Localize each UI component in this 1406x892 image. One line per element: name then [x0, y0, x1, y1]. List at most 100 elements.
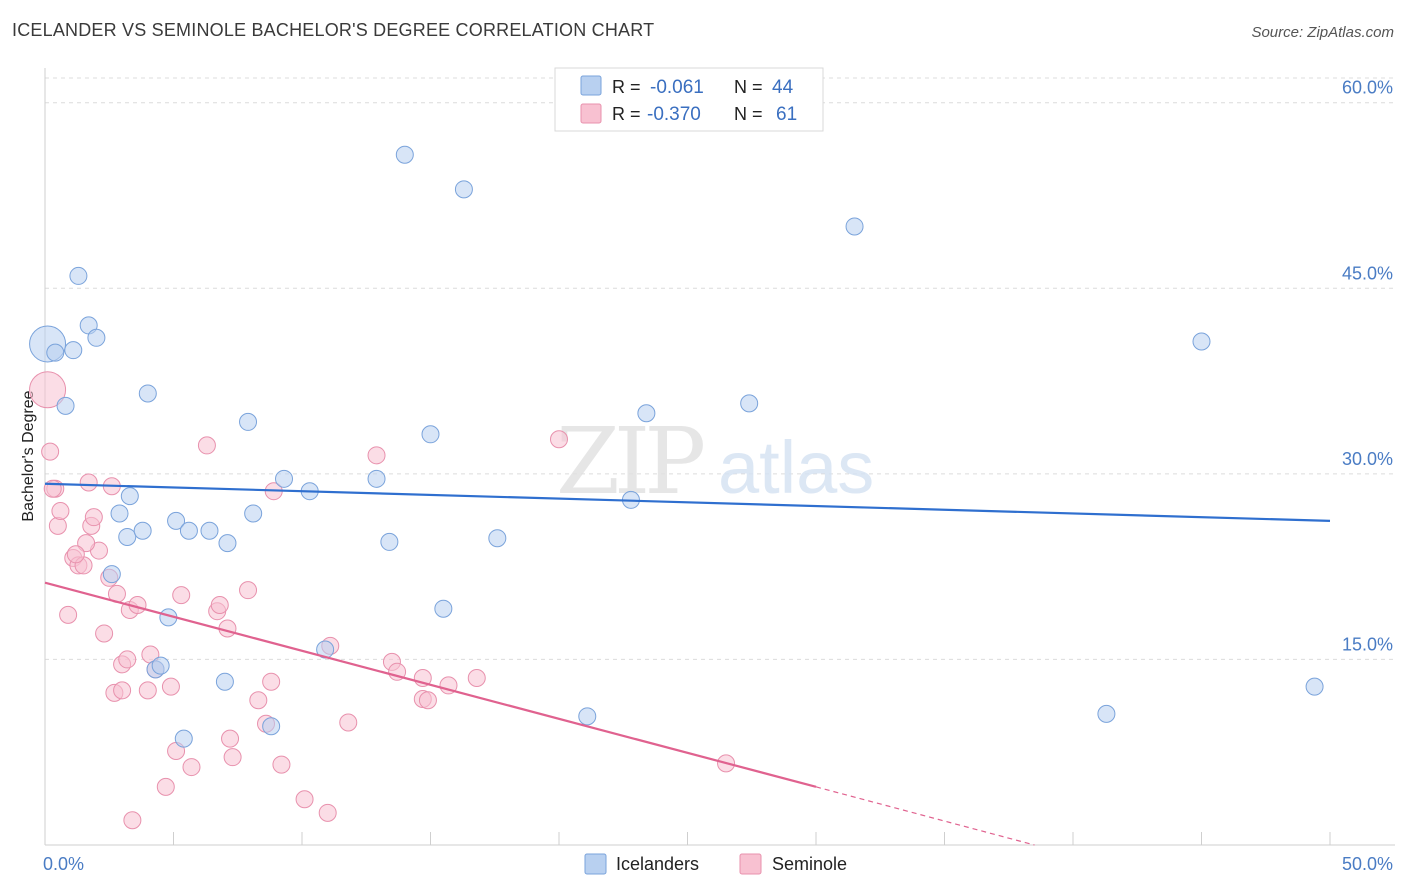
bottom-legend-swatch-seminole[interactable]: [739, 853, 762, 875]
icelanders-point[interactable]: [262, 717, 281, 736]
seminole-point[interactable]: [367, 446, 386, 465]
seminole-point[interactable]: [51, 501, 70, 520]
icelanders-point[interactable]: [120, 487, 139, 506]
icelanders-point[interactable]: [845, 217, 864, 236]
icelanders-point[interactable]: [200, 521, 219, 540]
icelanders-point[interactable]: [239, 412, 258, 431]
seminole-point[interactable]: [221, 729, 240, 748]
x-ticks: 0.0% 50.0%: [43, 832, 1393, 874]
icelanders-point[interactable]: [367, 469, 386, 488]
icelanders-point[interactable]: [56, 396, 75, 415]
grid-lines: [45, 77, 1395, 660]
icelanders-point[interactable]: [118, 527, 137, 546]
legend-n-value-icelanders: 44: [772, 77, 794, 98]
legend-n-value-seminole: 61: [776, 104, 797, 125]
icelanders-point[interactable]: [87, 328, 106, 347]
seminole-point[interactable]: [550, 430, 568, 449]
icelanders-point[interactable]: [454, 180, 473, 199]
icelanders-point[interactable]: [179, 521, 198, 540]
y-tick-labels: 15.0% 30.0% 45.0% 60.0%: [1342, 78, 1393, 655]
legend-swatch-icelanders: [580, 75, 602, 96]
seminole-point[interactable]: [84, 508, 103, 527]
y-tick-label: 60.0%: [1342, 78, 1393, 98]
icelanders-point[interactable]: [69, 266, 88, 285]
icelanders-point[interactable]: [167, 511, 186, 530]
seminole-point[interactable]: [339, 713, 358, 732]
seminole-point[interactable]: [156, 777, 175, 796]
seminole-point[interactable]: [467, 668, 486, 687]
legend-n-label-seminole: N =: [734, 104, 763, 124]
icelanders-point[interactable]: [637, 404, 656, 423]
seminole-point[interactable]: [48, 516, 67, 535]
seminole-point[interactable]: [95, 624, 114, 643]
icelanders-point[interactable]: [64, 341, 83, 360]
icelanders-point[interactable]: [316, 640, 335, 659]
icelanders-point[interactable]: [740, 394, 759, 413]
icelanders-point[interactable]: [244, 504, 263, 523]
icelanders-point[interactable]: [46, 343, 65, 362]
seminole-point[interactable]: [197, 436, 216, 455]
icelanders-point[interactable]: [151, 656, 170, 675]
legend-r-value-icelanders: -0.061: [650, 77, 704, 98]
seminole-point[interactable]: [123, 811, 142, 830]
icelanders-point[interactable]: [421, 425, 440, 444]
icelanders-point[interactable]: [133, 521, 152, 540]
seminole-point[interactable]: [138, 681, 157, 700]
seminole-point[interactable]: [272, 755, 291, 774]
seminole-point[interactable]: [113, 681, 132, 700]
bottom-legend-swatch-icelanders[interactable]: [584, 853, 607, 875]
y-axis-label: Bachelor's Degree: [20, 390, 37, 521]
seminole-point[interactable]: [210, 596, 229, 615]
seminole-point[interactable]: [66, 545, 85, 564]
seminole-point[interactable]: [41, 442, 60, 461]
seminole-point[interactable]: [262, 672, 281, 691]
icelanders-point[interactable]: [138, 384, 157, 403]
icelanders-point[interactable]: [110, 504, 129, 523]
icelanders-point[interactable]: [380, 532, 399, 551]
legend-n-label-icelanders: N =: [734, 77, 763, 97]
y-tick-label: 30.0%: [1342, 449, 1393, 469]
bottom-legend-label-seminole[interactable]: Seminole: [772, 854, 847, 874]
chart-title: ICELANDER VS SEMINOLE BACHELOR'S DEGREE …: [12, 20, 655, 40]
seminole-point[interactable]: [172, 586, 191, 605]
seminole-point[interactable]: [295, 790, 314, 809]
seminole-point[interactable]: [249, 691, 268, 710]
y-tick-label: 45.0%: [1342, 263, 1393, 283]
legend-r-label-icelanders: R =: [612, 77, 641, 97]
x-tick-label-max: 50.0%: [1342, 854, 1393, 874]
source-label: Source: ZipAtlas.com: [1251, 24, 1394, 41]
seminole-point[interactable]: [318, 803, 337, 822]
icelanders-point[interactable]: [102, 565, 121, 584]
seminole-point[interactable]: [223, 748, 242, 767]
seminole-point[interactable]: [79, 473, 98, 492]
bottom-legend-label-icelanders[interactable]: Icelanders: [616, 854, 699, 874]
icelanders-point[interactable]: [434, 599, 453, 618]
icelanders-point[interactable]: [488, 529, 507, 548]
icelanders-point[interactable]: [218, 534, 237, 553]
icelanders-points: [29, 145, 1324, 748]
legend-r-value-seminole: -0.370: [647, 104, 701, 125]
seminole-point[interactable]: [77, 534, 96, 553]
icelanders-trend-line: [44, 482, 1331, 522]
icelanders-point[interactable]: [1305, 677, 1324, 696]
seminole-point[interactable]: [59, 605, 78, 624]
seminole-point[interactable]: [182, 758, 201, 777]
trend-lines: [44, 482, 1331, 846]
legend-r-label-seminole: R =: [612, 104, 641, 124]
seminole-point[interactable]: [29, 371, 67, 409]
icelanders-point[interactable]: [174, 729, 193, 748]
seminole-trend-line: [44, 581, 817, 788]
icelanders-point[interactable]: [578, 707, 597, 726]
watermark: ZIP atlas: [556, 408, 874, 515]
seminole-trend-extension: [815, 786, 1035, 846]
icelanders-point[interactable]: [395, 145, 414, 164]
seminole-point[interactable]: [118, 650, 137, 669]
icelanders-point[interactable]: [215, 672, 234, 691]
icelanders-point[interactable]: [275, 469, 294, 488]
stats-legend: R = -0.061 N = 44 R = -0.370 N = 61: [554, 67, 824, 132]
seminole-point[interactable]: [161, 677, 180, 696]
icelanders-point[interactable]: [1097, 704, 1116, 723]
icelanders-point[interactable]: [1192, 332, 1211, 351]
seminole-point[interactable]: [418, 691, 437, 710]
seminole-point[interactable]: [239, 581, 258, 600]
